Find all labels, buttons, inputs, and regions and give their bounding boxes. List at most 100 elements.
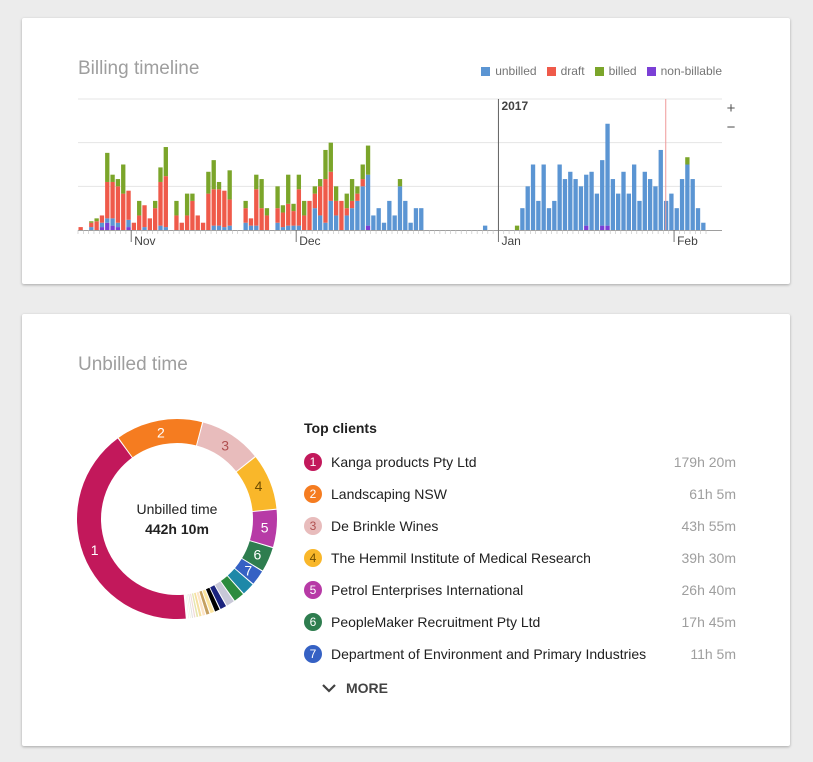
timeline-bar-draft[interactable] bbox=[153, 208, 158, 230]
timeline-bar-billed[interactable] bbox=[158, 167, 163, 182]
timeline-bar-unbilled[interactable] bbox=[626, 193, 631, 230]
timeline-bar-non-billable[interactable] bbox=[110, 225, 115, 230]
timeline-bar-billed[interactable] bbox=[206, 171, 211, 194]
timeline-bar-unbilled[interactable] bbox=[333, 215, 339, 230]
timeline-bar-billed[interactable] bbox=[190, 193, 195, 201]
timeline-bar-draft[interactable] bbox=[222, 190, 227, 228]
timeline-bar-unbilled[interactable] bbox=[647, 179, 653, 230]
timeline-bar-draft[interactable] bbox=[317, 186, 323, 216]
timeline-bar-draft[interactable] bbox=[131, 222, 137, 230]
timeline-bar-draft[interactable] bbox=[296, 189, 302, 226]
timeline-bar-draft[interactable] bbox=[264, 215, 270, 230]
donut-segment-client-7[interactable] bbox=[235, 558, 263, 584]
legend-item-non-billable[interactable]: non-billable bbox=[646, 64, 722, 78]
timeline-bar-billed[interactable] bbox=[323, 149, 328, 180]
timeline-bar-unbilled[interactable] bbox=[621, 171, 626, 230]
timeline-bar-billed[interactable] bbox=[317, 179, 323, 187]
timeline-bar-draft[interactable] bbox=[254, 189, 259, 226]
donut-segment-client-6[interactable] bbox=[242, 541, 273, 571]
donut-segment-other[interactable] bbox=[185, 594, 189, 619]
timeline-bar-draft[interactable] bbox=[259, 208, 264, 230]
timeline-bar-unbilled[interactable] bbox=[328, 200, 333, 230]
timeline-bar-unbilled[interactable] bbox=[408, 222, 413, 230]
donut-segment-other[interactable] bbox=[220, 576, 243, 601]
timeline-bar-draft[interactable] bbox=[126, 190, 131, 220]
timeline-bar-billed[interactable] bbox=[174, 200, 179, 216]
timeline-bar-draft[interactable] bbox=[286, 203, 291, 226]
timeline-bar-unbilled[interactable] bbox=[589, 171, 594, 230]
timeline-bar-unbilled[interactable] bbox=[600, 160, 605, 226]
timeline-bar-billed[interactable] bbox=[105, 152, 110, 182]
timeline-bar-unbilled[interactable] bbox=[163, 227, 168, 230]
timeline-bar-unbilled[interactable] bbox=[323, 222, 328, 230]
donut-segment-other[interactable] bbox=[210, 585, 227, 609]
timeline-bar-billed[interactable] bbox=[312, 186, 317, 194]
timeline-bar-draft[interactable] bbox=[190, 200, 195, 230]
timeline-bar-billed[interactable] bbox=[328, 142, 333, 172]
timeline-bar-unbilled[interactable] bbox=[360, 186, 365, 230]
timeline-bar-draft[interactable] bbox=[158, 181, 163, 226]
zoom-out-button[interactable]: − bbox=[726, 119, 736, 136]
timeline-bar-unbilled[interactable] bbox=[557, 164, 562, 231]
timeline-bar-unbilled[interactable] bbox=[355, 200, 360, 230]
timeline-bar-unbilled[interactable] bbox=[637, 200, 642, 230]
timeline-bar-unbilled[interactable] bbox=[381, 222, 387, 230]
timeline-bar-draft[interactable] bbox=[94, 221, 99, 230]
more-button[interactable]: MORE bbox=[322, 680, 412, 696]
timeline-bar-unbilled[interactable] bbox=[286, 225, 291, 230]
timeline-bar-draft[interactable] bbox=[147, 218, 153, 230]
timeline-bar-unbilled[interactable] bbox=[695, 208, 701, 230]
timeline-bar-unbilled[interactable] bbox=[594, 193, 600, 230]
timeline-bar-billed[interactable] bbox=[227, 170, 232, 200]
timeline-bar-billed[interactable] bbox=[211, 160, 216, 190]
timeline-bar-unbilled[interactable] bbox=[89, 227, 94, 230]
timeline-bar-draft[interactable] bbox=[211, 189, 216, 226]
timeline-bar-unbilled[interactable] bbox=[578, 186, 584, 230]
timeline-bar-unbilled[interactable] bbox=[419, 208, 424, 230]
timeline-bar-unbilled[interactable] bbox=[349, 208, 355, 230]
timeline-bar-unbilled[interactable] bbox=[616, 193, 621, 230]
timeline-bar-unbilled[interactable] bbox=[387, 200, 392, 230]
timeline-bar-billed[interactable] bbox=[333, 186, 339, 201]
timeline-bar-unbilled[interactable] bbox=[642, 171, 647, 230]
donut-segment-other[interactable] bbox=[199, 590, 210, 615]
timeline-bar-draft[interactable] bbox=[200, 222, 206, 230]
donut-segment-client-2[interactable] bbox=[118, 419, 203, 458]
timeline-bar-billed[interactable] bbox=[184, 193, 190, 216]
timeline-bar-unbilled[interactable] bbox=[552, 200, 557, 230]
unbilled-donut-chart[interactable]: 1 2 3 4 5 67 bbox=[72, 414, 282, 624]
timeline-bar-unbilled[interactable] bbox=[584, 174, 589, 226]
client-row[interactable]: 3 De Brinkle Wines 43h 55m bbox=[304, 510, 736, 542]
timeline-bar-billed[interactable] bbox=[286, 174, 291, 204]
donut-segment-other[interactable] bbox=[194, 592, 202, 617]
timeline-bar-billed[interactable] bbox=[94, 218, 99, 222]
client-row[interactable]: 6 PeopleMaker Recruitment Pty Ltd 17h 45m bbox=[304, 606, 736, 638]
timeline-bar-draft[interactable] bbox=[349, 200, 355, 209]
timeline-bar-draft[interactable] bbox=[184, 215, 190, 230]
client-row[interactable]: 1 Kanga products Pty Ltd 179h 20m bbox=[304, 446, 736, 478]
timeline-bar-unbilled[interactable] bbox=[690, 179, 695, 230]
timeline-bar-unbilled[interactable] bbox=[679, 179, 685, 230]
timeline-bar-draft[interactable] bbox=[248, 218, 254, 226]
timeline-bar-draft[interactable] bbox=[105, 181, 110, 219]
timeline-bar-draft[interactable] bbox=[227, 199, 232, 226]
timeline-bar-draft[interactable] bbox=[291, 211, 296, 226]
timeline-bar-unbilled[interactable] bbox=[227, 225, 232, 230]
zoom-in-button[interactable]: + bbox=[726, 100, 736, 117]
timeline-bar-draft[interactable] bbox=[275, 208, 280, 223]
timeline-bar-billed[interactable] bbox=[115, 179, 121, 187]
legend-item-draft[interactable]: draft bbox=[546, 64, 585, 78]
timeline-bar-unbilled[interactable] bbox=[371, 215, 376, 230]
client-row[interactable]: 5 Petrol Enterprises International 26h 40m bbox=[304, 574, 736, 606]
timeline-bar-unbilled[interactable] bbox=[296, 225, 302, 230]
donut-segment-client-1[interactable] bbox=[77, 438, 186, 619]
client-row[interactable]: 4 The Hemmil Institute of Medical Researc… bbox=[304, 542, 736, 574]
timeline-bar-billed[interactable] bbox=[216, 181, 222, 190]
donut-segment-other[interactable] bbox=[184, 594, 188, 619]
donut-segment-client-3[interactable] bbox=[196, 422, 255, 472]
legend-item-billed[interactable]: billed bbox=[594, 64, 637, 78]
timeline-bar-draft[interactable] bbox=[339, 200, 344, 230]
timeline-bar-draft[interactable] bbox=[323, 179, 328, 223]
timeline-bar-unbilled[interactable] bbox=[605, 123, 610, 226]
timeline-chart[interactable]: Nov Dec Jan Feb 2017 bbox=[22, 18, 790, 284]
